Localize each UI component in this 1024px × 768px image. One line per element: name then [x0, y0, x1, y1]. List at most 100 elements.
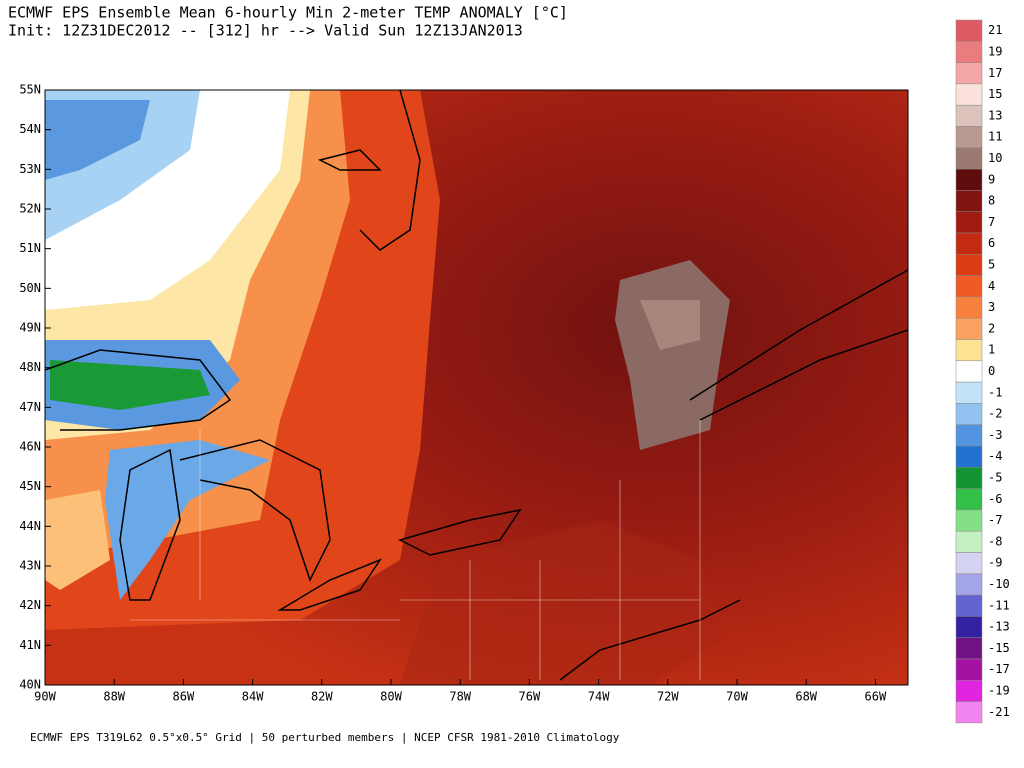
legend-label: -4: [988, 449, 1002, 463]
legend-label: -3: [988, 428, 1002, 442]
legend-swatch: [955, 658, 983, 681]
legend-swatch: [955, 254, 983, 276]
legend-swatch: [955, 424, 983, 447]
legend-swatch: [955, 168, 983, 191]
legend-swatch: [955, 594, 983, 617]
legend-swatch: [955, 381, 983, 404]
map-field: [45, 90, 908, 685]
lon-label: 88W: [103, 690, 125, 704]
legend-label: -8: [988, 534, 1002, 548]
lon-label: 72W: [657, 690, 679, 704]
legend-label: -9: [988, 556, 1002, 570]
legend-swatch: [955, 467, 983, 489]
legend-swatch: [955, 232, 983, 255]
legend-swatch: [955, 317, 983, 340]
lon-label: 76W: [519, 690, 541, 704]
legend-swatch: [955, 190, 983, 212]
legend-swatch: [955, 530, 983, 553]
legend-label: 3: [988, 300, 995, 314]
lat-label: 53N: [19, 162, 41, 176]
legend-swatch: [955, 41, 983, 63]
lon-label: 90W: [34, 690, 56, 704]
lat-label: 50N: [19, 281, 41, 295]
legend-swatch: [955, 211, 983, 234]
legend-label: -19: [988, 683, 1010, 697]
lat-label: 48N: [19, 360, 41, 374]
legend-label: -11: [988, 598, 1010, 612]
legend-label: 10: [988, 151, 1002, 165]
title: ECMWF EPS Ensemble Mean 6-hourly Min 2-m…: [8, 4, 568, 22]
lat-label: 42N: [19, 598, 41, 612]
lon-label: 80W: [380, 690, 402, 704]
legend-label: 2: [988, 321, 995, 335]
legend-label: 7: [988, 215, 995, 229]
legend-swatch: [955, 19, 983, 42]
legend-label: 1: [988, 343, 995, 357]
lon-label: 74W: [588, 690, 610, 704]
legend-swatch: [955, 573, 983, 596]
legend-swatch: [955, 552, 983, 575]
subtitle: Init: 12Z31DEC2012 -- [312] hr --> Valid…: [8, 22, 523, 40]
lat-label: 44N: [19, 519, 41, 533]
legend-swatch: [955, 680, 983, 702]
lat-label: 52N: [19, 202, 41, 216]
legend-label: 8: [988, 194, 995, 208]
legend-label: -17: [988, 662, 1010, 676]
lat-label: 40N: [19, 678, 41, 692]
legend-label: 13: [988, 108, 1002, 122]
map-frame: [44, 89, 909, 686]
legend-swatch: [955, 296, 983, 319]
legend-label: 9: [988, 172, 995, 186]
lat-label: 47N: [19, 400, 41, 414]
lon-label: 70W: [726, 690, 748, 704]
legend-swatch: [955, 275, 983, 298]
lon-label: 86W: [173, 690, 195, 704]
legend-swatch: [955, 701, 983, 724]
legend-label: -1: [988, 385, 1002, 399]
legend-label: 4: [988, 279, 995, 293]
footer: ECMWF EPS T319L62 0.5°x0.5° Grid | 50 pe…: [30, 731, 620, 744]
legend-label: -6: [988, 492, 1002, 506]
legend-label: 15: [988, 87, 1002, 101]
legend-swatch: [955, 445, 983, 468]
lat-label: 49N: [19, 321, 41, 335]
legend-swatch: [955, 637, 983, 660]
legend-swatch: [955, 126, 983, 149]
lat-label: 55N: [19, 83, 41, 97]
lon-label: 82W: [311, 690, 333, 704]
legend-swatch: [955, 339, 983, 362]
legend-label: 6: [988, 236, 995, 250]
legend-label: -15: [988, 641, 1010, 655]
legend-swatch: [955, 360, 983, 383]
legend-label: 19: [988, 44, 1002, 58]
legend-swatch: [955, 147, 983, 170]
lat-label: 51N: [19, 241, 41, 255]
lon-label: 66W: [865, 690, 887, 704]
legend-label: -13: [988, 620, 1010, 634]
legend-label: -7: [988, 513, 1002, 527]
borders: [130, 420, 701, 680]
legend-swatch: [955, 62, 983, 85]
lon-label: 78W: [449, 690, 471, 704]
lon-label: 68W: [795, 690, 817, 704]
legend-label: -2: [988, 407, 1002, 421]
legend-swatch: [955, 509, 983, 532]
lat-label: 45N: [19, 479, 41, 493]
legend-label: 17: [988, 66, 1002, 80]
legend-label: 21: [988, 23, 1002, 37]
legend-label: 5: [988, 257, 995, 271]
lat-label: 54N: [19, 122, 41, 136]
legend-swatch: [955, 616, 983, 638]
lon-label: 84W: [242, 690, 264, 704]
legend-label: -21: [988, 705, 1010, 719]
legend-swatch: [955, 83, 983, 106]
legend-label: 0: [988, 364, 995, 378]
legend-swatch: [955, 488, 983, 511]
legend-label: -10: [988, 577, 1010, 591]
lat-label: 43N: [19, 559, 41, 573]
coastlines: [45, 90, 908, 681]
lat-label: 41N: [19, 638, 41, 652]
legend-label: 11: [988, 130, 1002, 144]
legend-swatch: [955, 403, 983, 425]
